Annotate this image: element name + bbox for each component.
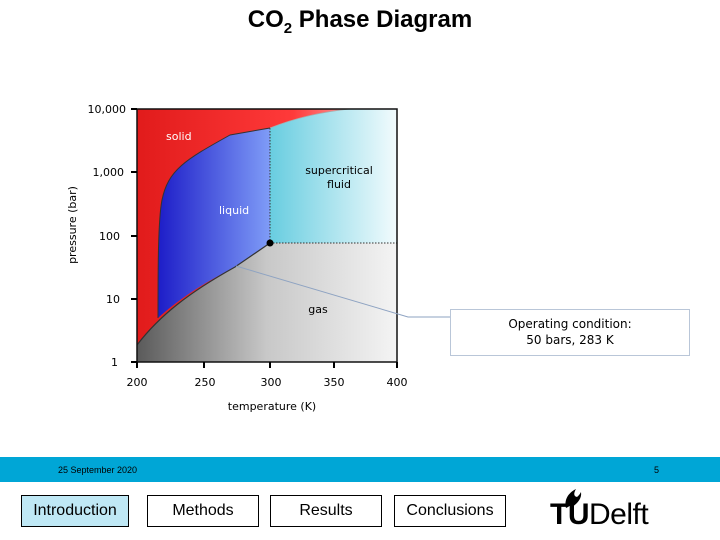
supercritical-label-2: fluid (327, 178, 351, 191)
y-tick-label: 100 (99, 230, 120, 243)
y-tick-label: 1,000 (93, 166, 125, 179)
solid-label: solid (166, 130, 192, 143)
x-axis-title: temperature (K) (228, 400, 316, 413)
footer-date: 25 September 2020 (58, 465, 138, 475)
x-tick-label: 350 (324, 376, 345, 389)
nav-results-button[interactable]: Results (270, 495, 382, 527)
title-co: CO (247, 6, 284, 33)
supercritical-region (270, 109, 397, 243)
melting-curve (157, 127, 271, 319)
liquid-label: liquid (219, 204, 249, 217)
slide-title: CO2 Phase Diagram (0, 6, 720, 37)
x-tick-label: 250 (195, 376, 216, 389)
y-tick-label: 1 (111, 356, 118, 369)
y-axis-title: pressure (bar) (66, 186, 79, 264)
x-tick-label: 400 (387, 376, 408, 389)
critical-point-marker (266, 239, 274, 247)
x-tick-label: 300 (261, 376, 282, 389)
callout-line-2: 50 bars, 283 K (526, 333, 614, 347)
x-tick-label: 200 (127, 376, 148, 389)
nav-methods-button[interactable]: Methods (147, 495, 259, 527)
logo-tu: TU (550, 498, 590, 531)
tu-delft-logo: TUDelft (550, 498, 649, 531)
liquid-region (158, 128, 270, 318)
tu-delft-flame-icon (565, 489, 582, 508)
logo-delft: Delft (589, 498, 649, 531)
callout-line-1: Operating condition: (508, 317, 632, 331)
footer-page-number: 5 (654, 465, 660, 475)
y-tick-label: 10 (106, 293, 120, 306)
supercritical-top-line (269, 108, 351, 129)
gas-region (137, 243, 397, 362)
sublimation-curve (136, 242, 271, 346)
footer-bar: 25 September 2020 5 (0, 457, 720, 482)
title-rest: Phase Diagram (292, 6, 473, 33)
callout-pointer (235, 265, 450, 318)
phase-diagram: 10,000 1,000 100 10 1 200 250 300 350 40… (66, 103, 450, 413)
y-tick-label: 10,000 (88, 103, 127, 116)
nav-introduction-button[interactable]: Introduction (21, 495, 129, 527)
title-subscript: 2 (283, 20, 293, 37)
nav-conclusions-button[interactable]: Conclusions (394, 495, 506, 527)
gas-label: gas (308, 303, 328, 316)
operating-condition-callout: Operating condition: 50 bars, 283 K (450, 309, 690, 356)
supercritical-label-1: supercritical (305, 164, 373, 177)
